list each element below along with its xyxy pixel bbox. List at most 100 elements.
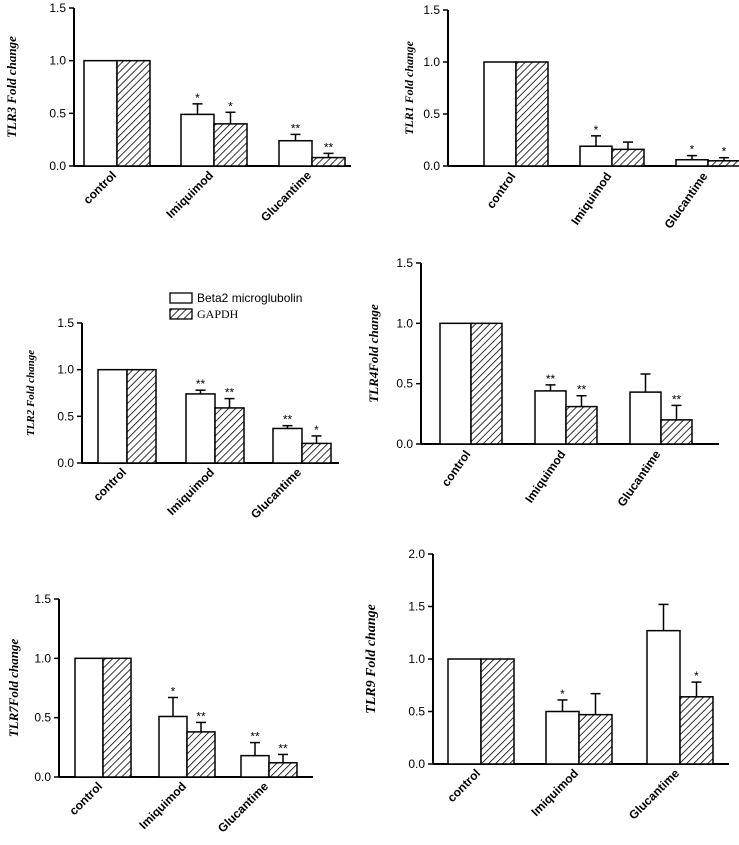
- x-tick-label: Imiquimod: [163, 168, 216, 221]
- bar: [240, 754, 270, 778]
- y-tick-label: 0.5: [49, 106, 66, 120]
- bar: [470, 322, 503, 445]
- x-tick-label: Glucantime: [615, 447, 664, 509]
- bar: [707, 160, 739, 167]
- y-tick-label: 1.0: [396, 316, 413, 330]
- y-tick-label: 1.0: [408, 652, 425, 666]
- x-tick-label: control: [484, 170, 519, 211]
- bar: [97, 368, 128, 464]
- x-tick-label: control: [90, 465, 129, 504]
- bar: [579, 145, 613, 167]
- y-tick-label: 0.0: [34, 770, 51, 784]
- bar: [311, 156, 346, 167]
- x-tick-label: control: [80, 168, 119, 207]
- significance-label: **: [672, 392, 682, 406]
- y-tick-label: 1.0: [34, 651, 51, 665]
- bar: [565, 405, 598, 445]
- significance-label: *: [560, 687, 565, 701]
- significance-label: **: [546, 372, 556, 386]
- bar: [158, 715, 188, 778]
- significance-label: **: [196, 377, 206, 391]
- y-tick-label: 0.0: [396, 437, 413, 451]
- significance-label: *: [314, 423, 319, 437]
- bar: [660, 419, 693, 445]
- y-axis-label: TLR2 Fold change: [25, 350, 37, 436]
- chart-3: 0.0 0.5 1.0 1.5 TLR2 Fold change control ** ** I…: [25, 316, 339, 521]
- y-tick-label: 0.0: [423, 159, 440, 173]
- bar: [439, 322, 472, 445]
- y-tick-label: 1.0: [57, 363, 74, 377]
- chart-2: 0.0 0.5 1.0 1.5 TLR1 Fold change control * Imiq…: [402, 3, 739, 231]
- y-tick-label: 0.5: [396, 377, 413, 391]
- y-tick-label: 1.5: [57, 316, 74, 330]
- y-axis-label: TLR7Fold change: [6, 638, 21, 737]
- significance-label: **: [283, 413, 293, 427]
- bar: [116, 59, 151, 167]
- legend-label-beta2: Beta2 microglubolin: [197, 291, 302, 305]
- y-tick-label: 1.5: [408, 600, 425, 614]
- legend-swatch-beta2: [169, 292, 193, 304]
- bar: [185, 393, 216, 464]
- x-tick-label: control: [444, 766, 483, 805]
- bar: [126, 368, 157, 464]
- x-tick-label: control: [66, 779, 105, 818]
- bar: [646, 629, 681, 765]
- significance-label: **: [196, 709, 206, 723]
- y-tick-label: 1.0: [423, 55, 440, 69]
- x-tick-label: Imiquimod: [528, 766, 581, 819]
- bar: [515, 61, 549, 167]
- y-axis-label: TLR9 Fold change: [364, 604, 379, 714]
- chart-6: 0.0 0.5 1.0 1.5 2.0 TLR9 Fold change control * I…: [364, 547, 729, 822]
- legend-label-gapdh: GAPDH: [197, 307, 239, 321]
- x-tick-label: Imiquimod: [136, 779, 189, 832]
- bar: [278, 139, 313, 167]
- x-tick-label: Glucantime: [215, 779, 271, 835]
- significance-label: **: [250, 730, 260, 744]
- significance-label: *: [594, 123, 599, 137]
- y-axis-label: TLR4Fold change: [366, 304, 381, 403]
- significance-label: *: [171, 684, 176, 698]
- bar: [578, 713, 613, 765]
- x-tick-label: control: [439, 448, 474, 489]
- x-tick-label: Glucantime: [248, 465, 304, 521]
- x-tick-label: Imiquimod: [522, 448, 568, 506]
- significance-label: **: [225, 386, 235, 400]
- y-tick-label: 1.5: [49, 1, 66, 15]
- bar: [675, 159, 709, 167]
- x-tick-label: Glucantime: [662, 169, 711, 231]
- significance-label: *: [722, 145, 727, 159]
- legend: Beta2 microglubolin GAPDH: [169, 291, 302, 321]
- bar: [629, 391, 662, 445]
- bar: [545, 710, 580, 765]
- significance-label: **: [324, 140, 334, 154]
- significance-label: **: [291, 121, 301, 135]
- significance-label: **: [278, 741, 288, 755]
- bar: [74, 657, 104, 778]
- bar: [83, 59, 118, 167]
- y-tick-label: 0.5: [423, 107, 440, 121]
- bar: [679, 696, 714, 765]
- bar: [272, 427, 303, 464]
- y-tick-label: 2.0: [408, 547, 425, 561]
- bar: [180, 113, 215, 167]
- legend-swatch-gapdh: [169, 308, 193, 320]
- y-axis-label: TLR1 Fold change: [402, 40, 416, 135]
- bar: [534, 390, 567, 445]
- bar: [214, 407, 245, 464]
- y-tick-label: 0.5: [34, 711, 51, 725]
- y-tick-label: 1.5: [34, 592, 51, 606]
- y-tick-label: 1.5: [423, 3, 440, 17]
- bar: [447, 658, 482, 765]
- significance-label: *: [195, 91, 200, 105]
- y-axis-label: TLR3 Fold change: [4, 36, 19, 138]
- y-tick-label: 0.0: [49, 159, 66, 173]
- bar: [186, 731, 216, 778]
- x-tick-label: Glucantime: [626, 766, 682, 822]
- bar: [102, 657, 132, 778]
- y-tick-label: 1.0: [49, 54, 66, 68]
- chart-1: 0.0 0.5 1.0 1.5 TLR3 Fold change control ** Imi…: [4, 1, 351, 224]
- bar: [483, 61, 517, 167]
